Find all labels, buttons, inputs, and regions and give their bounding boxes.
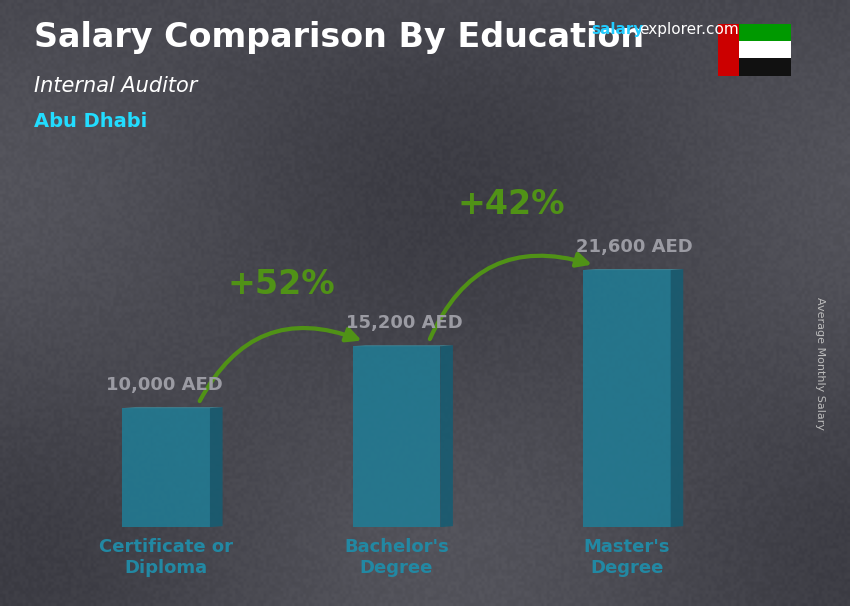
Bar	[583, 270, 671, 527]
Bar	[718, 59, 791, 76]
Bar	[718, 24, 739, 76]
Text: +52%: +52%	[228, 268, 335, 301]
Text: Salary Comparison By Education: Salary Comparison By Education	[34, 21, 644, 54]
Bar	[353, 346, 440, 527]
Text: salary: salary	[591, 22, 643, 38]
Text: 15,200 AED: 15,200 AED	[346, 314, 462, 332]
Text: explorer.com: explorer.com	[639, 22, 739, 38]
Polygon shape	[440, 345, 453, 527]
Text: +42%: +42%	[458, 188, 565, 221]
Bar	[122, 408, 210, 527]
Text: Abu Dhabi: Abu Dhabi	[34, 112, 147, 131]
Polygon shape	[210, 407, 223, 527]
Polygon shape	[583, 269, 683, 270]
Text: Internal Auditor: Internal Auditor	[34, 76, 197, 96]
Bar	[718, 24, 791, 41]
Polygon shape	[122, 407, 223, 408]
Polygon shape	[671, 269, 683, 527]
Text: 10,000 AED: 10,000 AED	[106, 376, 223, 394]
Text: 21,600 AED: 21,600 AED	[576, 238, 693, 256]
Polygon shape	[353, 345, 453, 346]
Text: Average Monthly Salary: Average Monthly Salary	[815, 297, 825, 430]
Bar	[718, 41, 791, 59]
